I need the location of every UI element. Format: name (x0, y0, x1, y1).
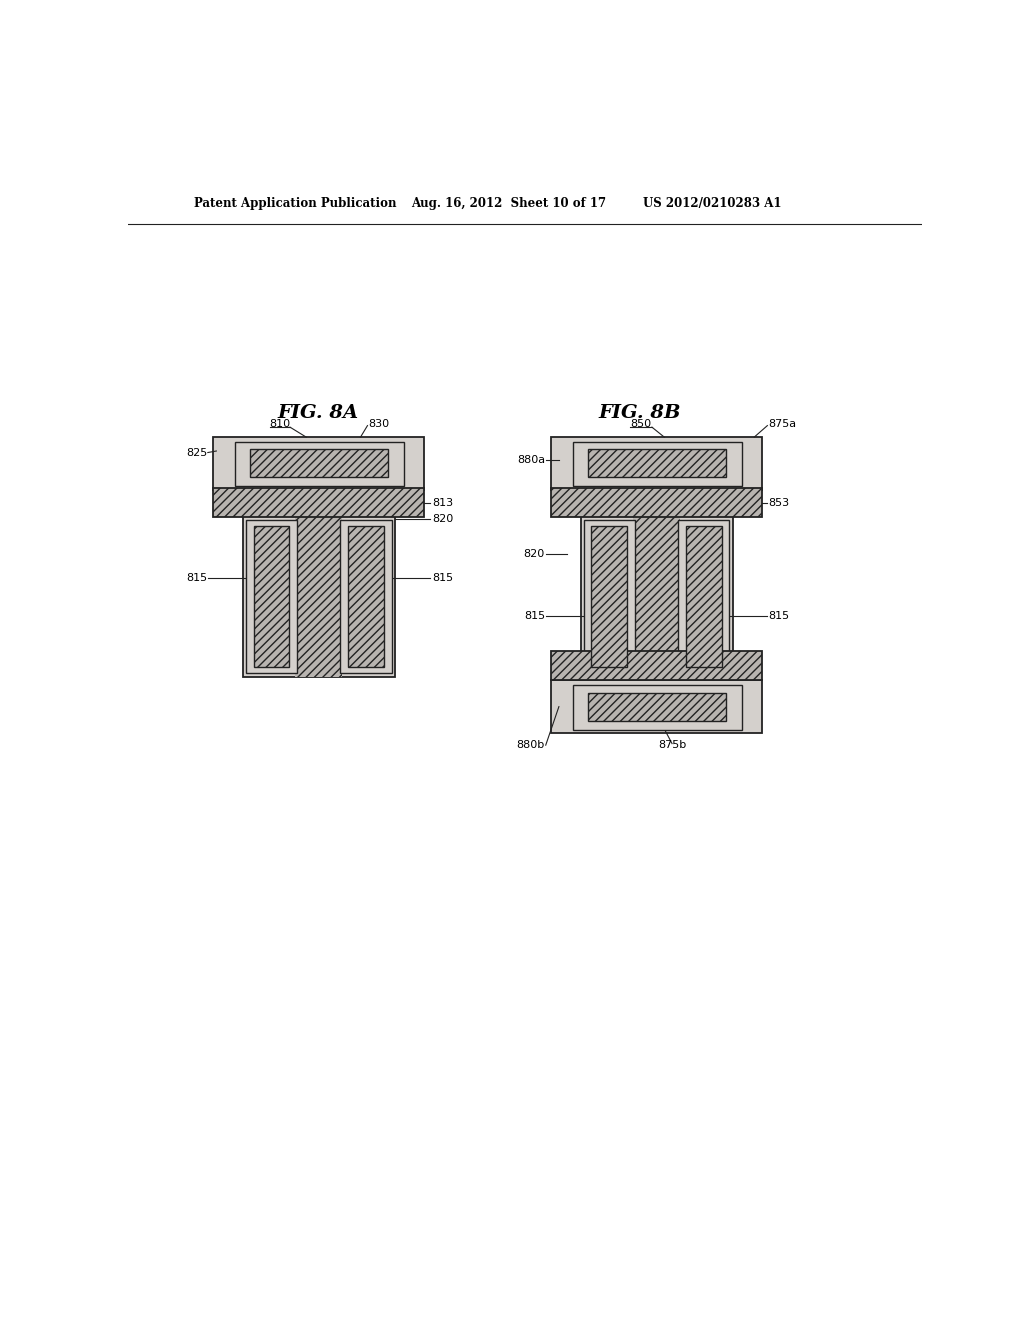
Text: 815: 815 (432, 573, 453, 583)
Text: 815: 815 (186, 573, 207, 583)
Text: 853: 853 (768, 498, 790, 508)
Bar (686, 527, 722, 667)
Bar (551, 651, 762, 681)
Text: 820: 820 (523, 549, 545, 560)
Text: 880a: 880a (517, 455, 545, 465)
Text: 815: 815 (524, 611, 545, 620)
Bar (348, 527, 384, 667)
Text: 830: 830 (369, 418, 389, 429)
Bar (243, 516, 394, 677)
Bar (254, 527, 289, 667)
Bar (581, 516, 732, 677)
Bar (589, 449, 726, 478)
Text: 810: 810 (269, 418, 291, 429)
Text: 820: 820 (432, 513, 453, 524)
Bar (340, 520, 391, 673)
Bar (572, 685, 741, 730)
Bar (633, 516, 680, 677)
Bar (572, 442, 741, 486)
Text: 875b: 875b (658, 741, 686, 750)
Bar (589, 693, 726, 721)
Bar (592, 527, 627, 667)
Text: 825: 825 (185, 447, 207, 458)
Bar (551, 681, 762, 733)
Bar (551, 437, 762, 490)
Text: 813: 813 (432, 499, 453, 508)
Bar (234, 442, 403, 486)
Bar (295, 516, 342, 677)
Bar (584, 520, 635, 673)
Bar (251, 449, 388, 478)
Text: FIG. 8A: FIG. 8A (278, 404, 358, 421)
Text: 850: 850 (631, 418, 651, 429)
Text: Aug. 16, 2012  Sheet 10 of 17: Aug. 16, 2012 Sheet 10 of 17 (411, 197, 606, 210)
Bar (213, 437, 424, 490)
Text: US 2012/0210283 A1: US 2012/0210283 A1 (643, 197, 782, 210)
Text: 875a: 875a (768, 418, 797, 429)
Text: 880b: 880b (517, 741, 545, 750)
Text: FIG. 8B: FIG. 8B (598, 404, 681, 421)
Bar (213, 488, 424, 517)
Text: Patent Application Publication: Patent Application Publication (194, 197, 396, 210)
Bar (678, 520, 729, 673)
Bar (551, 488, 762, 517)
Text: 815: 815 (768, 611, 790, 620)
Bar (246, 520, 297, 673)
